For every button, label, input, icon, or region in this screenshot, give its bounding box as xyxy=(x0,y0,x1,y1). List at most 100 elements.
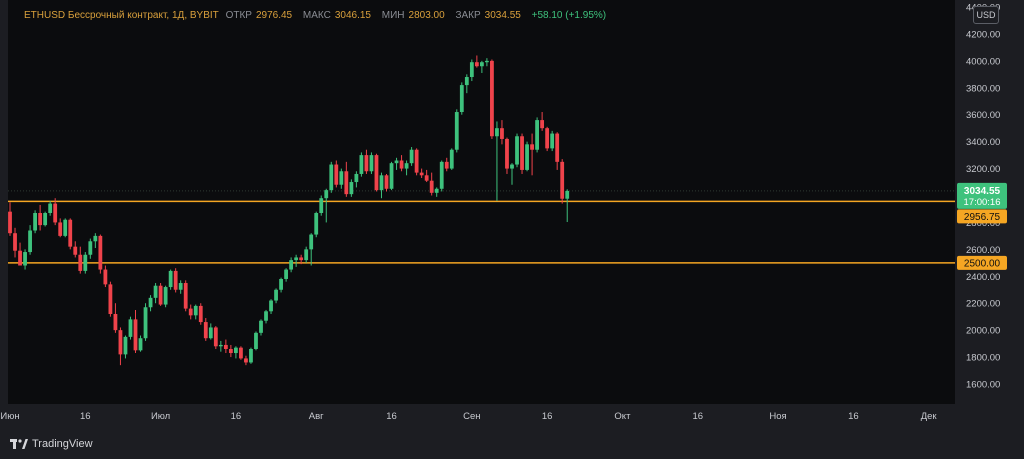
candle-body xyxy=(88,241,93,255)
candle xyxy=(454,109,459,153)
candle xyxy=(289,257,294,273)
x-tick-label: Окт xyxy=(614,411,631,422)
candle-body xyxy=(294,257,299,261)
close-value: 3034.55 xyxy=(484,10,521,21)
candle xyxy=(239,346,243,360)
candle-body xyxy=(239,347,243,359)
candle-body xyxy=(500,128,504,139)
y-tick-label: 4000.00 xyxy=(966,56,1000,67)
candle xyxy=(128,316,133,340)
tradingview-logo[interactable]: TradingView xyxy=(10,438,93,450)
candle xyxy=(515,133,519,168)
candle-body xyxy=(364,155,369,172)
low-value: 2803.00 xyxy=(408,10,445,21)
candle xyxy=(399,155,404,172)
candle xyxy=(118,327,123,366)
candle-body xyxy=(163,287,168,305)
candlestick-chart[interactable] xyxy=(8,0,955,404)
chart-plot-area[interactable]: ETHUSD Бессрочный контракт, 1Д, BYBIT ОТ… xyxy=(8,0,955,404)
x-tick-label: Сен xyxy=(463,411,480,422)
candle xyxy=(459,82,464,115)
candle xyxy=(254,331,258,351)
candle xyxy=(183,280,188,312)
candle xyxy=(88,238,93,259)
candle-body xyxy=(284,269,288,279)
candle xyxy=(269,299,273,314)
candle-body xyxy=(444,161,449,169)
x-tick-label: 16 xyxy=(848,411,859,422)
candle xyxy=(279,277,283,293)
candle xyxy=(294,254,299,267)
candle xyxy=(113,303,118,333)
candle xyxy=(505,137,509,174)
candle xyxy=(324,188,329,223)
candle xyxy=(73,241,78,258)
candle-body xyxy=(495,128,499,137)
currency-button[interactable]: USD xyxy=(973,6,999,24)
candle xyxy=(444,157,449,172)
candle xyxy=(424,169,429,183)
candle-body xyxy=(374,155,379,191)
candle xyxy=(133,309,138,354)
candle-body xyxy=(269,300,273,312)
candle xyxy=(78,246,83,274)
candle-body xyxy=(38,213,43,226)
candle xyxy=(359,152,364,177)
candle-body xyxy=(68,219,73,247)
candle-body xyxy=(218,344,223,347)
candle-body xyxy=(414,149,419,173)
candle-body xyxy=(419,172,424,176)
candle-body xyxy=(424,175,429,181)
candle xyxy=(384,173,389,192)
candle xyxy=(168,269,173,290)
level-price-label: 2500.00 xyxy=(964,258,1001,269)
candle xyxy=(530,133,534,176)
x-tick-label: 16 xyxy=(542,411,553,422)
y-tick-label: 2200.00 xyxy=(966,299,1000,310)
candle-body xyxy=(429,180,434,193)
candle xyxy=(173,268,178,293)
candle xyxy=(143,303,148,341)
candle-body xyxy=(234,347,238,354)
candle xyxy=(63,218,68,238)
candle xyxy=(344,161,349,197)
candle xyxy=(354,171,359,188)
candle xyxy=(138,335,143,352)
candle xyxy=(565,189,570,223)
low-label: МИН xyxy=(381,10,405,21)
candle-body xyxy=(555,133,560,162)
candle xyxy=(158,283,163,306)
candle xyxy=(535,117,539,153)
candle xyxy=(163,285,168,308)
candle xyxy=(148,295,153,312)
candle xyxy=(264,309,268,324)
candle-body xyxy=(319,198,324,214)
candle xyxy=(314,211,319,238)
candle xyxy=(28,225,32,255)
candle-body xyxy=(28,230,32,253)
candle-body xyxy=(469,62,474,78)
candle-body xyxy=(223,344,228,349)
candle xyxy=(249,347,253,364)
candle-body xyxy=(505,138,509,169)
candle xyxy=(474,55,479,68)
candle xyxy=(510,163,514,185)
candle-body xyxy=(113,313,118,331)
candle-countdown: 17:00:16 xyxy=(964,197,1001,208)
candle-body xyxy=(530,144,534,150)
candle xyxy=(68,218,73,250)
candle-body xyxy=(118,330,123,355)
symbol-title[interactable]: ETHUSD Бессрочный контракт, 1Д, BYBIT xyxy=(24,10,219,21)
candle xyxy=(8,202,12,236)
candle-body xyxy=(304,249,309,261)
candle xyxy=(234,346,238,359)
candle-body xyxy=(409,149,414,164)
candle-body xyxy=(178,283,183,290)
high-label: МАКС xyxy=(302,10,331,21)
candle xyxy=(304,246,309,263)
candle-body xyxy=(525,144,529,170)
candle-body xyxy=(510,164,514,169)
candle-body xyxy=(58,222,63,236)
candle xyxy=(550,130,555,152)
candle-body xyxy=(264,311,268,321)
